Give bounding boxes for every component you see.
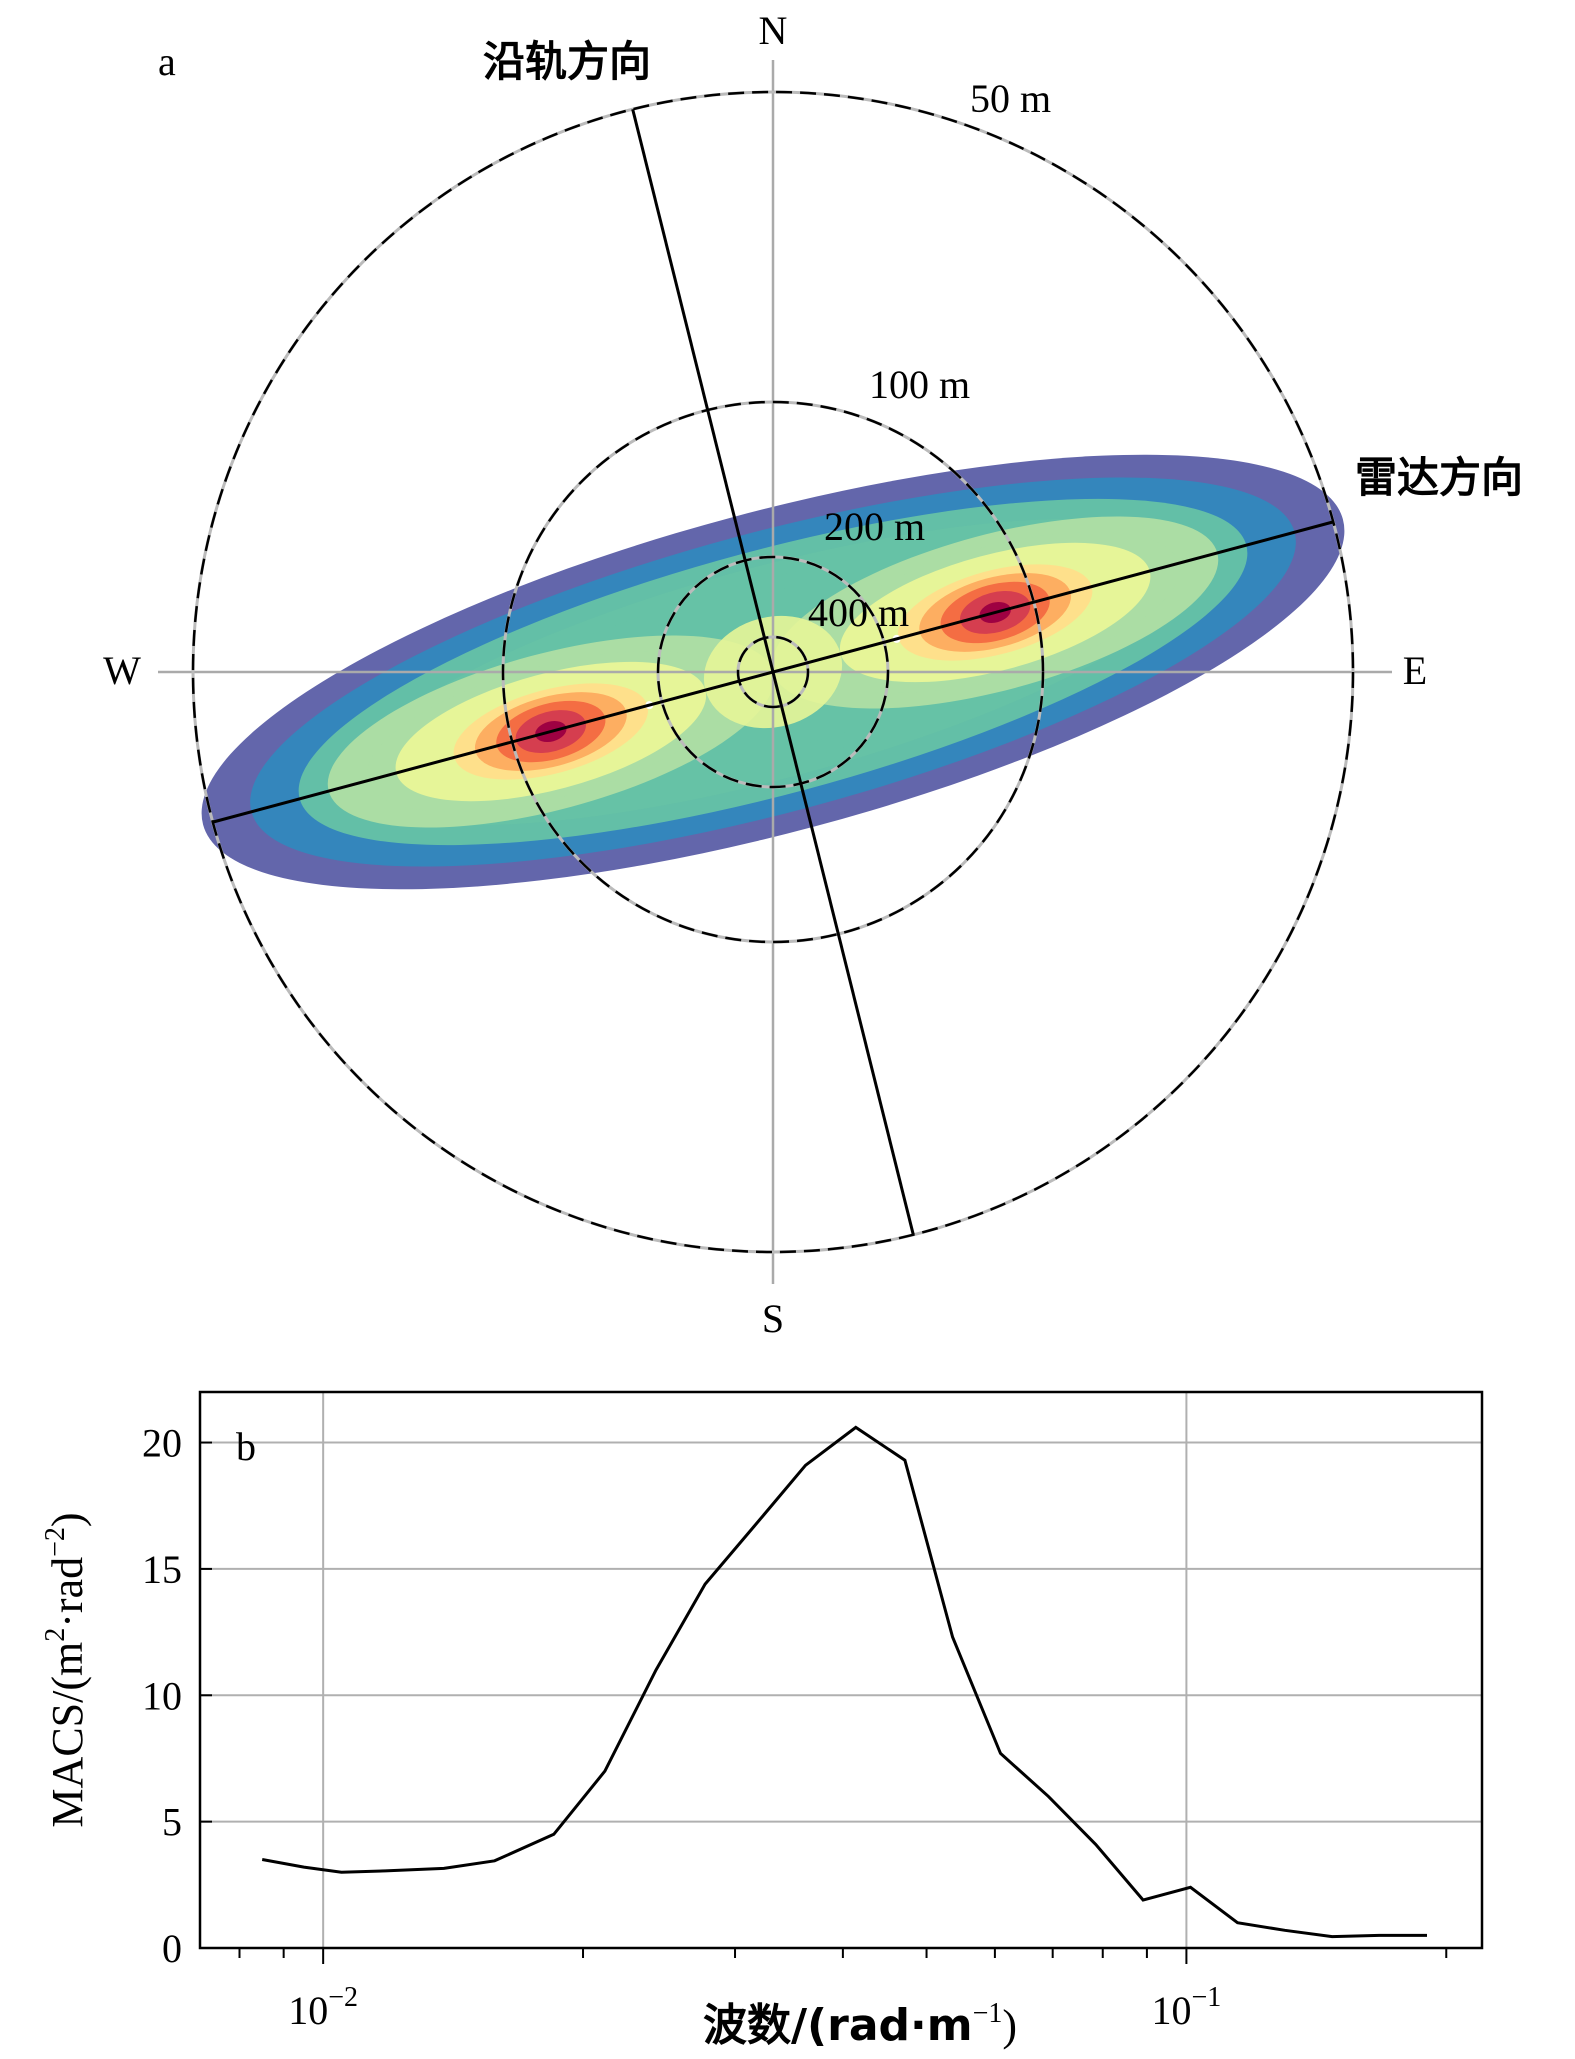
compass-south: S xyxy=(762,1296,784,1340)
y-tick-label: 20 xyxy=(142,1421,182,1466)
plot-frame xyxy=(198,1390,1484,1950)
along-track-direction-label: 沿轨方向 xyxy=(483,39,651,86)
x-axis-label: 波数/(rad·m−1) xyxy=(703,1998,1017,2051)
y-tick-label: 0 xyxy=(162,1926,182,1971)
y-tick-label: 5 xyxy=(162,1800,182,1845)
plot-grid xyxy=(200,1392,1482,1948)
macs-series-line xyxy=(261,1425,1427,1939)
polar-grid xyxy=(158,60,1392,1284)
range-ring xyxy=(501,400,1045,944)
compass-east: E xyxy=(1403,648,1427,693)
y-axis-label-main: MACS/(m xyxy=(43,1642,92,1828)
radar-line xyxy=(212,520,1334,824)
range-ring xyxy=(656,555,890,789)
x-tick-label: 10−1 xyxy=(1152,1982,1222,2033)
radar-direction-label: 雷达方向 xyxy=(1355,455,1523,502)
compass-west: W xyxy=(103,648,141,693)
y-axis-label: MACS/(m2·rad−2) xyxy=(40,1512,92,1827)
y-tick-label: 10 xyxy=(142,1673,182,1718)
y-axis-label-mid: ·rad xyxy=(43,1557,92,1628)
x-axis-label-close: ) xyxy=(1002,2001,1017,2050)
x-tick-label-base: 10 xyxy=(288,1988,328,2033)
panel-label-b: b xyxy=(236,1424,256,1469)
y-axis-label-exp1: 2 xyxy=(40,1628,71,1642)
x-tick-label-exp: −1 xyxy=(1192,1982,1222,2013)
x-tick-label: 10−2 xyxy=(288,1982,358,2033)
direction-lines xyxy=(212,108,1334,1236)
compass-north: N xyxy=(759,8,788,53)
x-tick-label-exp: −2 xyxy=(328,1982,358,2013)
ring-label-100m: 100 m xyxy=(869,362,970,407)
y-tick-label: 15 xyxy=(142,1547,182,1592)
ring-label-50m: 50 m xyxy=(970,76,1051,121)
range-ring xyxy=(736,635,810,709)
ring-label-400m: 400 m xyxy=(808,590,909,635)
y-axis-label-exp2: −2 xyxy=(40,1527,71,1557)
ring-label-200m: 200 m xyxy=(824,504,925,549)
x-tick-label-base: 10 xyxy=(1152,1988,1192,2033)
x-axis-label-exp: −1 xyxy=(973,1998,1003,2029)
panel-label-a: a xyxy=(158,39,176,84)
range-ring xyxy=(191,90,1355,1254)
x-axis-label-main: 波数/(rad·m xyxy=(703,2000,973,2051)
y-axis-label-close: ) xyxy=(43,1512,92,1527)
polar-spectrum-chart: a N S E W 50 m 100 m 200 m 400 m 沿轨方向 雷达… xyxy=(103,8,1523,1340)
